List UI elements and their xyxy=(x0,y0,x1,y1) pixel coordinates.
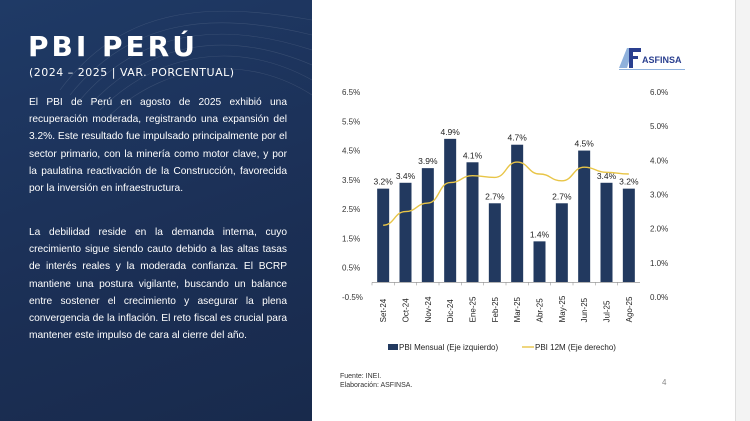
slide-title: PBI PERÚ xyxy=(28,30,198,63)
bar-Jul-25 xyxy=(600,182,613,283)
x-tick-label: May-25 xyxy=(558,295,567,322)
pbi-12m-line xyxy=(383,161,629,226)
page-number: 4 xyxy=(662,378,667,387)
legend-line-label: PBI 12M (Eje derecho) xyxy=(535,343,616,352)
legend-bar-swatch xyxy=(388,344,398,350)
bar-Oct-24 xyxy=(399,182,412,283)
bar-label: 3.9% xyxy=(418,156,438,166)
left-tick-label: 5.5% xyxy=(342,117,360,126)
asfinsa-logo: ASFINSA xyxy=(617,46,697,77)
right-tick-label: 6.0% xyxy=(650,88,668,97)
bar-label: 2.7% xyxy=(485,191,505,201)
svg-text:ASFINSA: ASFINSA xyxy=(642,55,682,65)
x-tick-label: Feb-25 xyxy=(491,296,500,322)
source-note: Fuente: INEI. xyxy=(340,373,382,380)
bar-label: 4.1% xyxy=(463,150,483,160)
pbi-chart: 6.5% 5.5% 4.5% 3.5% 2.5% 1.5% 0.5% -0.5% 6.0% 5.0… xyxy=(342,88,668,352)
left-tick-label: 4.5% xyxy=(342,147,360,156)
bar-label: 3.4% xyxy=(597,171,617,181)
bar-May-25 xyxy=(555,203,568,283)
bar-Abr-25 xyxy=(533,241,546,283)
bar-label: 2.7% xyxy=(552,191,572,201)
bar-Nov-24 xyxy=(421,168,434,283)
left-tick-label: 6.5% xyxy=(342,88,360,97)
bar-label: 3.2% xyxy=(373,177,393,187)
x-tick-label: Dic-24 xyxy=(446,299,455,323)
x-tick-label: Ago-25 xyxy=(625,296,634,322)
bar-label: 3.4% xyxy=(396,171,416,181)
bar-label: 4.7% xyxy=(507,133,527,143)
left-tick-label: 3.5% xyxy=(342,176,360,185)
bar-Jun-25 xyxy=(578,150,591,283)
right-tick-label: 5.0% xyxy=(650,122,668,131)
right-tick-label: 4.0% xyxy=(650,156,668,165)
bar-label: 4.9% xyxy=(440,127,460,137)
bar-label: 3.2% xyxy=(619,177,639,187)
slide-subtitle: (2024 – 2025 | VAR. PORCENTUAL) xyxy=(29,66,235,79)
x-tick-label: Set-24 xyxy=(379,298,388,322)
elaboration-note: Elaboración: ASFINSA. xyxy=(340,382,413,389)
bar-Dic-24 xyxy=(444,138,457,283)
x-tick-label: Ene-25 xyxy=(469,296,478,322)
paragraph-1: El PBI de Perú en agosto de 2025 exhibió… xyxy=(29,97,287,195)
slide-edge xyxy=(735,0,750,421)
x-tick-label: Jun-25 xyxy=(580,297,589,322)
paragraph-2: La debilidad reside en la demanda intern… xyxy=(29,227,287,342)
bar-Mar-25 xyxy=(511,144,524,283)
left-tick-label: 1.5% xyxy=(342,234,360,243)
bar-label: 4.5% xyxy=(574,139,594,149)
wave-decoration xyxy=(59,10,312,116)
bar-Ago-25 xyxy=(622,188,635,283)
left-tick-label: -0.5% xyxy=(342,293,363,302)
bar-Set-24 xyxy=(377,188,390,283)
x-tick-label: Oct-24 xyxy=(402,298,411,323)
legend-bar-label: PBI Mensual (Eje izquierdo) xyxy=(399,343,498,352)
right-tick-label: 2.0% xyxy=(650,225,668,234)
left-tick-label: 2.5% xyxy=(342,205,360,214)
left-tick-label: 0.5% xyxy=(342,264,360,273)
x-tick-label: Mar-25 xyxy=(513,296,522,322)
bar-label: 1.4% xyxy=(530,229,550,239)
right-tick-label: 1.0% xyxy=(650,259,668,268)
bar-Ene-25 xyxy=(466,162,479,283)
right-tick-label: 3.0% xyxy=(650,191,668,200)
text-panel: PBI PERÚ (2024 – 2025 | VAR. PORCENTUAL)… xyxy=(0,0,312,421)
x-tick-label: Jul-25 xyxy=(603,300,612,322)
x-tick-label: Nov-24 xyxy=(424,296,433,322)
bar-Feb-25 xyxy=(488,203,501,283)
x-tick-label: Abr-25 xyxy=(536,298,545,323)
right-tick-label: 0.0% xyxy=(650,293,668,302)
